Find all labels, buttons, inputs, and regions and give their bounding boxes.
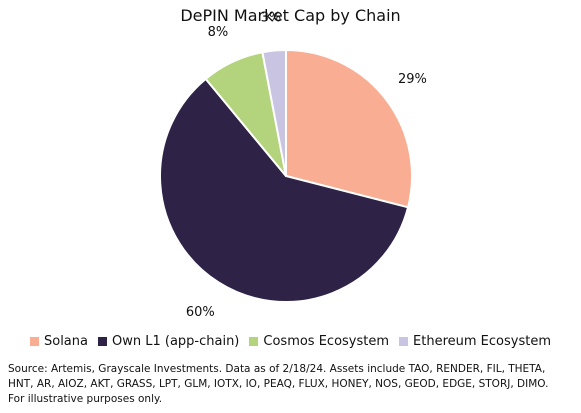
legend-item-cosmos: Cosmos Ecosystem bbox=[249, 334, 389, 349]
source-line: Source: Artemis, Grayscale Investments. … bbox=[8, 363, 546, 375]
legend-label-own-l1: Own L1 (app-chain) bbox=[111, 334, 240, 349]
legend-label-cosmos: Cosmos Ecosystem bbox=[263, 334, 390, 349]
source-line: HNT, AR, AIOZ, AKT, GRASS, LPT, GLM, IOT… bbox=[8, 378, 549, 390]
chart-legend: Solana Own L1 (app-chain) Cosmos Ecosyst… bbox=[0, 334, 581, 349]
legend-swatch-solana bbox=[29, 337, 39, 346]
pie-slice-own-l1-app-chain bbox=[159, 77, 410, 303]
slice-label-own-l1-app-chain: 60% bbox=[186, 305, 215, 320]
legend-item-ethereum: Ethereum Ecosystem bbox=[399, 334, 551, 349]
chart-title: DePIN Market Cap by Chain bbox=[180, 6, 401, 25]
slice-label-cosmos-ecosystem: 8% bbox=[208, 25, 229, 40]
pie-slice-ethereum-ecosystem bbox=[261, 49, 287, 177]
legend-item-own-l1: Own L1 (app-chain) bbox=[97, 334, 240, 349]
legend-swatch-own-l1 bbox=[97, 337, 107, 346]
legend-label-ethereum: Ethereum Ecosystem bbox=[413, 334, 551, 349]
legend-swatch-ethereum bbox=[399, 337, 409, 346]
legend-item-solana: Solana bbox=[29, 334, 88, 349]
pie-slice-solana bbox=[285, 49, 413, 209]
legend-label-solana: Solana bbox=[43, 334, 88, 349]
legend-swatch-cosmos bbox=[249, 337, 259, 346]
source-line: For illustrative purposes only. bbox=[8, 393, 163, 405]
slice-label-ethereum-ecosystem: 3% bbox=[261, 11, 282, 26]
slice-label-solana: 29% bbox=[398, 72, 427, 87]
pie-chart: 29% 60% 8% 3% bbox=[159, 11, 427, 320]
source-note: Source: Artemis, Grayscale Investments. … bbox=[8, 362, 578, 407]
